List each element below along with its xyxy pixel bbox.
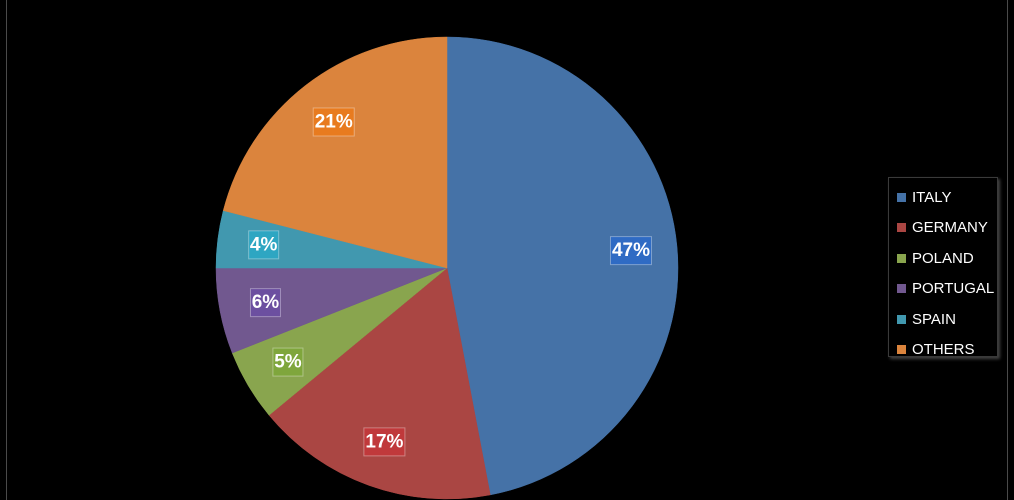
pie-slices	[215, 36, 679, 500]
data-label-others: 21%	[312, 107, 355, 137]
pie-slice-germany	[268, 267, 491, 500]
legend-swatch	[897, 345, 906, 355]
data-label-italy: 47%	[609, 236, 652, 266]
data-label-text: 47%	[612, 240, 650, 261]
legend-label: SPAIN	[912, 310, 956, 328]
data-label-spain: 4%	[248, 230, 280, 260]
data-label-text: 6%	[252, 292, 280, 313]
data-label-box	[312, 107, 355, 137]
data-label-text: 17%	[365, 431, 403, 452]
data-label-box	[248, 230, 280, 260]
legend-label: PORTUGAL	[912, 280, 995, 298]
legend-swatch	[897, 192, 906, 202]
legend-label: OTHERS	[912, 341, 975, 359]
legend-label: POLAND	[912, 249, 974, 267]
data-label-germany: 17%	[363, 427, 406, 457]
legend-item-poland: POLAND	[889, 243, 997, 274]
legend-swatch	[897, 284, 906, 294]
legend-swatch	[897, 253, 906, 263]
legend-item-italy: ITALY	[889, 182, 997, 213]
pie-slice-italy	[446, 36, 679, 496]
data-label-text: 21%	[315, 111, 353, 132]
data-label-box	[272, 347, 304, 377]
legend-label: GERMANY	[912, 219, 988, 237]
pie-slice-others	[222, 36, 448, 269]
chart-legend: ITALY GERMANY POLAND PORTUGAL SPAIN OTHERS	[888, 177, 998, 358]
data-label-box	[609, 236, 652, 266]
legend-item-portugal: PORTUGAL	[889, 274, 997, 305]
legend-item-spain: SPAIN	[889, 304, 997, 335]
pie-data-labels: 47% 17% 5% 6% 4% 21%	[248, 107, 652, 457]
legend-label: ITALY	[912, 188, 952, 206]
legend-swatch	[897, 314, 906, 324]
chart-frame	[6, 0, 1008, 500]
data-label-portugal: 6%	[249, 288, 281, 318]
data-label-box	[249, 288, 281, 318]
data-label-text: 5%	[274, 352, 302, 373]
legend-item-germany: GERMANY	[889, 213, 997, 244]
legend-item-others: OTHERS	[889, 335, 997, 366]
data-label-text: 4%	[250, 234, 278, 255]
data-label-box	[363, 427, 406, 457]
legend-swatch	[897, 223, 906, 233]
data-label-poland: 5%	[272, 347, 304, 377]
